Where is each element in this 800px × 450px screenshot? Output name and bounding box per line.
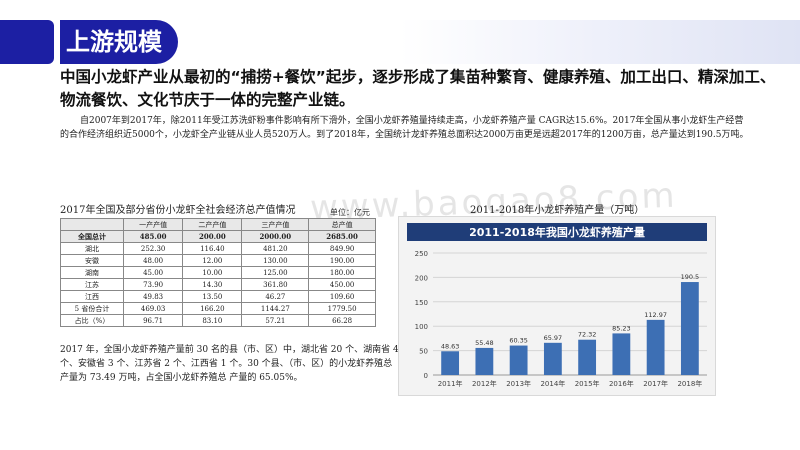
table-cell: 57.21 — [241, 314, 310, 327]
chart-canvas: 2011-2018年我国小龙虾养殖产量 0 50 100 150 200 250 48.63 2… — [407, 223, 707, 388]
table-cell: 166.20 — [182, 302, 243, 315]
table-cell: 14.30 — [182, 278, 243, 291]
x-tick-label: 2011年 — [438, 379, 463, 388]
bar-value-label: 55.48 — [475, 339, 494, 347]
table-cell: 190.00 — [308, 254, 376, 267]
table-unit-label: 单位：亿元 — [330, 208, 370, 217]
y-tick-label: 0 — [424, 372, 428, 380]
table-row: 江西 49.83 13.50 46.27 109.60 — [60, 290, 376, 303]
table-cell: 469.03 — [122, 302, 184, 315]
y-tick-label: 50 — [419, 348, 428, 356]
bar-value-label: 48.63 — [441, 342, 460, 350]
bar-value-label: 72.32 — [578, 331, 597, 339]
table-cell: 13.50 — [182, 290, 243, 303]
bar-value-label: 60.35 — [509, 337, 528, 345]
table-row: 占比（%） 96.71 83.10 57.21 66.28 — [60, 314, 376, 327]
table-row: 全国总计 485.00 200.00 2000.00 2685.00 — [60, 230, 376, 243]
table-header-cell: 二产产值 — [182, 218, 243, 231]
table-header-row: 一产产值 二产产值 三产产值 总产值 — [60, 218, 376, 231]
table-cell: 1779.50 — [308, 302, 376, 315]
table-cell: 125.00 — [241, 266, 310, 279]
table-caption: 2017年全国及部分省份小龙虾全社会经济总产值情况 — [60, 205, 296, 216]
table-cell: 46.27 — [241, 290, 310, 303]
table-header-cell: 总产值 — [308, 218, 376, 231]
chart-title-band — [407, 223, 707, 241]
table-cell: 849.90 — [308, 242, 376, 255]
bar-value-label: 85.23 — [612, 324, 631, 332]
production-bar-chart: 2011-2018年我国小龙虾养殖产量 0 50 100 150 200 250 48.63 2… — [398, 216, 716, 396]
table-cell: 48.00 — [122, 254, 184, 267]
table-cell: 占比（%） — [60, 314, 124, 327]
table-cell: 45.00 — [122, 266, 184, 279]
table-note: 2017 年，全国小龙虾养殖产量前 30 名的县（市、区）中，湖北省 20 个、… — [60, 345, 399, 383]
table-cell: 2000.00 — [241, 230, 310, 243]
table-header-cell: 三产产值 — [241, 218, 310, 231]
table-cell: 5 省份合计 — [60, 302, 124, 315]
table-cell: 200.00 — [182, 230, 243, 243]
bar — [680, 282, 699, 375]
table-cell: 10.00 — [182, 266, 243, 279]
table-cell: 江西 — [60, 290, 124, 303]
output-value-table: 一产产值 二产产值 三产产值 总产值 全国总计 485.00 200.00 20… — [60, 218, 376, 327]
bar — [441, 351, 460, 375]
bar — [543, 342, 562, 375]
bar-value-label: 65.97 — [544, 334, 563, 342]
x-tick-label: 2016年 — [609, 379, 634, 388]
bar-value-label: 190.5 — [681, 273, 700, 281]
y-tick-label: 250 — [415, 250, 428, 258]
table-cell: 83.10 — [182, 314, 243, 327]
table-cell: 湖南 — [60, 266, 124, 279]
chart-title: 2011-2018年我国小龙虾养殖产量 — [469, 225, 645, 239]
y-tick-label: 150 — [415, 299, 428, 307]
table-row: 湖南 45.00 10.00 125.00 180.00 — [60, 266, 376, 279]
table-cell: 12.00 — [182, 254, 243, 267]
y-tick-label: 100 — [415, 323, 428, 331]
table-cell: 2685.00 — [308, 230, 376, 243]
table-cell: 361.80 — [241, 278, 310, 291]
table-cell: 全国总计 — [60, 230, 124, 243]
table-cell: 485.00 — [122, 230, 184, 243]
table-row: 江苏 73.90 14.30 361.80 450.00 — [60, 278, 376, 291]
table-cell: 130.00 — [241, 254, 310, 267]
x-tick-label: 2012年 — [472, 379, 497, 388]
table-cell: 180.00 — [308, 266, 376, 279]
table-cell: 109.60 — [308, 290, 376, 303]
intro-paragraph: 自2007年到2017年，除2011年受江苏洗虾粉事件影响有所下滑外，全国小龙虾… — [60, 116, 749, 140]
table-cell: 73.90 — [122, 278, 184, 291]
table-cell: 49.83 — [122, 290, 184, 303]
table-cell: 1144.27 — [241, 302, 310, 315]
x-tick-label: 2018年 — [677, 379, 702, 388]
table-header-cell — [60, 218, 124, 231]
bar — [612, 333, 631, 375]
x-tick-label: 2017年 — [643, 379, 668, 388]
header-accent-tab — [0, 20, 54, 64]
x-tick-label: 2013年 — [506, 379, 531, 388]
x-tick-label: 2015年 — [575, 379, 600, 388]
bar — [646, 319, 665, 375]
table-header-cell: 一产产值 — [122, 218, 184, 231]
bar — [509, 345, 528, 375]
bar — [578, 339, 597, 375]
bar — [475, 347, 494, 375]
bar-value-label: 112.97 — [644, 311, 667, 319]
table-row: 湖北 252.30 116.40 481.20 849.90 — [60, 242, 376, 255]
table-cell: 252.30 — [122, 242, 184, 255]
table-row: 安徽 48.00 12.00 130.00 190.00 — [60, 254, 376, 267]
headline: 中国小龙虾产业从最初的“捕捞+餐饮”起步，逐步形成了集苗种繁育、健康养殖、加工出… — [60, 68, 776, 109]
table-row: 5 省份合计 469.03 166.20 1144.27 1779.50 — [60, 302, 376, 315]
table-cell: 66.28 — [308, 314, 376, 327]
page-title: 上游规模 — [60, 20, 178, 64]
table-cell: 安徽 — [60, 254, 124, 267]
table-cell: 481.20 — [241, 242, 310, 255]
table-cell: 116.40 — [182, 242, 243, 255]
y-tick-label: 200 — [415, 274, 428, 282]
chart-caption: 2011-2018年小龙虾养殖产量（万吨） — [470, 205, 645, 216]
table-cell: 江苏 — [60, 278, 124, 291]
table-cell: 湖北 — [60, 242, 124, 255]
table-cell: 96.71 — [122, 314, 184, 327]
x-tick-label: 2014年 — [540, 379, 565, 388]
table-cell: 450.00 — [308, 278, 376, 291]
